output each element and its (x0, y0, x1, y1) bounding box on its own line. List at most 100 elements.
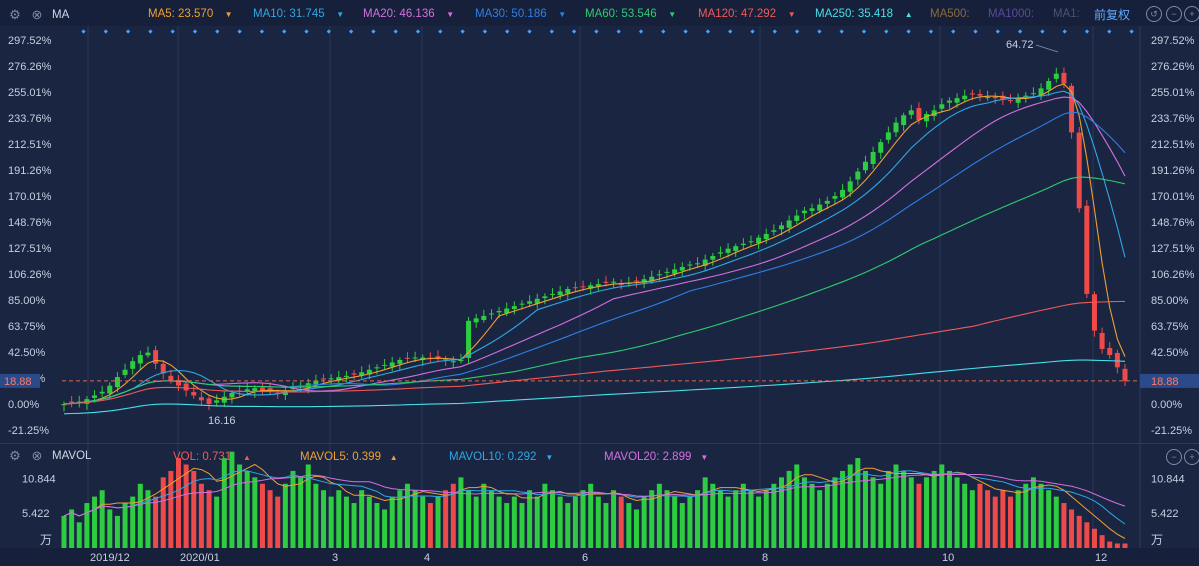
candle-body (725, 248, 731, 253)
volume-bar (84, 503, 90, 548)
volume-bar (847, 464, 853, 548)
volume-bar (130, 496, 136, 548)
ma-legend-item[interactable]: MA120: 47.292 (698, 8, 777, 20)
volume-bar (557, 496, 563, 548)
volume-bar (717, 490, 723, 548)
ma-legend-item[interactable]: MA30: 50.186 (475, 8, 547, 20)
volume-bar (611, 490, 617, 548)
volume-bar (69, 509, 75, 548)
volume-bar (107, 509, 113, 548)
volume-bar (687, 496, 693, 548)
ma-legend-item[interactable]: MA500: (930, 8, 970, 20)
candle-body (847, 181, 853, 192)
candle-body (1008, 100, 1014, 102)
candle-body (404, 357, 410, 359)
volume-settings-gear-icon[interactable]: ⚙ (9, 448, 21, 463)
volume-bar (427, 503, 433, 548)
volume-bar (862, 470, 868, 548)
event-marker-icon (192, 29, 198, 34)
ma-legend-item[interactable]: MA250: 35.418 (815, 8, 894, 20)
settings-gear-icon[interactable]: ⚙ (9, 7, 21, 22)
volume-bar (412, 490, 418, 548)
ma-legend-item[interactable]: MA10: 31.745 (253, 8, 325, 20)
plus-icon[interactable]: + (1184, 6, 1199, 22)
reset-icon[interactable]: ↺ (1146, 6, 1162, 22)
volume-bar (748, 490, 754, 548)
volume-unit-right: 万 (1151, 533, 1163, 547)
candle-body (1000, 95, 1006, 100)
price-indicator-bar: ⚙ ⊗ MA (0, 2, 1199, 28)
candle-body (1084, 205, 1090, 294)
volume-plus-icon[interactable]: + (1184, 449, 1199, 465)
volume-bar (992, 496, 998, 548)
volume-bar (977, 483, 983, 548)
volume-indicator-bar: ⚙ ⊗ MAVOL (0, 443, 1199, 469)
candle-body (1076, 132, 1082, 209)
candle-body (717, 252, 723, 254)
volume-bar (420, 496, 426, 548)
candle-body (145, 352, 151, 356)
ma-legend-item[interactable]: MA20: 46.136 (363, 8, 435, 20)
ma-legend-item[interactable]: MA5: 23.570 (148, 8, 214, 20)
close-icon[interactable]: ⊗ (31, 7, 43, 22)
ma-line-ma60 (63, 176, 1126, 405)
candle-body (733, 246, 739, 251)
price-y-tick-left: 106.26% (8, 269, 52, 281)
volume-bar (779, 477, 785, 548)
candle-body (374, 367, 380, 369)
volume-bar (710, 483, 716, 548)
volume-bar (1107, 541, 1113, 548)
candle-body (779, 225, 785, 230)
volume-bar (336, 490, 342, 548)
candle-body (481, 315, 487, 321)
volume-ma-line (63, 473, 1126, 517)
price-indicator-name[interactable]: MA (52, 9, 70, 21)
candle-body (198, 397, 204, 401)
volume-bar (725, 496, 731, 548)
volume-bar (603, 503, 609, 548)
ma-line-ma120 (63, 300, 1126, 405)
volume-indicator-name[interactable]: MAVOL (52, 450, 92, 462)
volume-bar (1053, 496, 1059, 548)
candle-body (557, 291, 563, 296)
volume-minus-icon[interactable]: − (1166, 449, 1182, 465)
volume-bar (641, 496, 647, 548)
ma-trend-arrow-icon: ▼ (336, 10, 345, 19)
high-price-label: 64.72 (1006, 39, 1034, 51)
volume-bar (214, 496, 220, 548)
volume-bar (305, 464, 311, 548)
low-price-label: 16.16 (208, 415, 236, 427)
candle-body (580, 286, 586, 288)
candle-body (1099, 332, 1105, 349)
ma-legend-item[interactable]: MA1: (1053, 8, 1080, 20)
volume-bar (649, 490, 655, 548)
candle-body (1015, 98, 1021, 103)
candle-body (389, 362, 395, 367)
volume-bar (237, 464, 243, 548)
candle-body (946, 100, 952, 103)
price-y-tick-left: 148.76% (8, 217, 52, 229)
volume-bar (450, 483, 456, 548)
candle-body (855, 171, 861, 180)
volume-unit-left: 万 (40, 533, 52, 547)
ma-legend-item[interactable]: MA1000: (988, 8, 1035, 20)
volume-bar (618, 496, 624, 548)
volume-legend-item[interactable]: VOL: 0.731 (173, 451, 232, 463)
volume-close-icon[interactable]: ⊗ (31, 448, 43, 463)
volume-bar (1076, 515, 1082, 548)
candle-body (977, 93, 983, 96)
candle-body (527, 301, 533, 304)
volume-legend-item[interactable]: MAVOL10: 0.292 (449, 451, 537, 463)
volume-bar (901, 470, 907, 548)
volume-legend-item[interactable]: MAVOL5: 0.399 (300, 451, 381, 463)
minus-icon[interactable]: − (1166, 6, 1182, 22)
volume-bar (534, 496, 540, 548)
candle-body (992, 96, 998, 99)
volume-bar (702, 477, 708, 548)
price-y-tick-left: 170.01% (8, 191, 52, 203)
volume-legend-item[interactable]: MAVOL20: 2.899 (604, 451, 692, 463)
candle-body (92, 395, 98, 398)
adjust-mode-button[interactable]: 前复权 (1094, 8, 1131, 22)
volume-bar (313, 483, 319, 548)
ma-legend-item[interactable]: MA60: 53.546 (585, 8, 657, 20)
